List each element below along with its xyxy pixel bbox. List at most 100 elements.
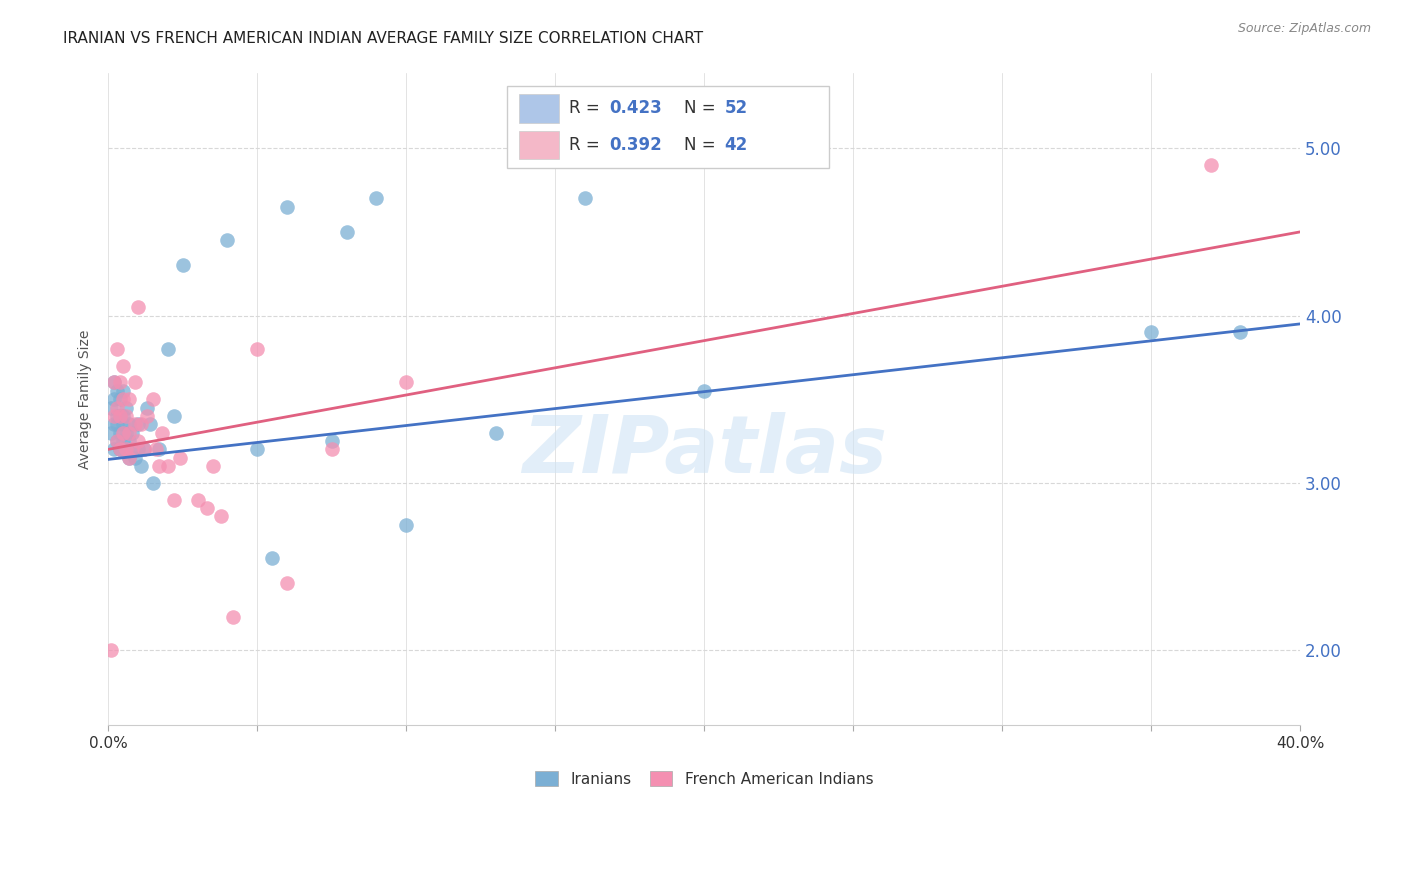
Point (172, 258, 194, 272)
Point (115, 401, 138, 415)
Text: 52: 52 (724, 99, 748, 117)
Point (105, 384, 128, 398)
Point (115, 442, 138, 457)
Point (276, 200, 298, 214)
Point (115, 442, 138, 457)
Point (246, 442, 269, 457)
Point (127, 300, 149, 314)
Point (121, 442, 143, 457)
Point (169, 450, 191, 465)
Point (217, 233, 239, 247)
Point (108, 442, 131, 457)
Point (139, 417, 162, 432)
Point (118, 417, 141, 432)
Point (321, 442, 343, 457)
Point (112, 392, 135, 407)
Text: 42: 42 (724, 136, 748, 153)
Point (124, 450, 146, 465)
Point (103, 392, 125, 407)
Point (118, 392, 141, 407)
Point (201, 459, 224, 474)
Point (150, 425, 173, 440)
Point (108, 409, 131, 423)
Point (121, 425, 143, 440)
Point (105, 434, 128, 448)
Bar (519, 95, 558, 123)
Point (693, 384, 716, 398)
Point (103, 417, 125, 432)
FancyBboxPatch shape (508, 86, 830, 168)
Point (246, 342, 269, 356)
Legend: Iranians, French American Indians: Iranians, French American Indians (529, 764, 879, 793)
Point (276, 576, 298, 591)
Point (112, 384, 135, 398)
Point (115, 409, 138, 423)
Point (105, 409, 128, 423)
Point (118, 425, 141, 440)
Point (148, 459, 170, 474)
Point (112, 359, 135, 373)
Point (262, 551, 284, 566)
Point (105, 434, 128, 448)
Point (211, 509, 233, 524)
Point (103, 376, 125, 390)
Point (105, 342, 128, 356)
Point (124, 376, 146, 390)
Text: ZIPatlas: ZIPatlas (522, 412, 887, 491)
Point (112, 417, 135, 432)
Point (142, 392, 165, 407)
Point (115, 425, 138, 440)
Text: Source: ZipAtlas.com: Source: ZipAtlas.com (1237, 22, 1371, 36)
Point (336, 225, 359, 239)
Bar (519, 131, 558, 160)
Text: IRANIAN VS FRENCH AMERICAN INDIAN AVERAGE FAMILY SIZE CORRELATION CHART: IRANIAN VS FRENCH AMERICAN INDIAN AVERAG… (63, 31, 703, 46)
Text: N =: N = (683, 99, 721, 117)
Point (142, 475, 165, 490)
Point (156, 342, 179, 356)
Point (112, 425, 135, 440)
Point (163, 409, 186, 423)
Text: 0.423: 0.423 (609, 99, 662, 117)
Point (395, 376, 418, 390)
Point (187, 492, 209, 507)
Point (103, 376, 125, 390)
Point (129, 417, 152, 432)
Point (156, 459, 179, 474)
Point (105, 417, 128, 432)
Point (1229, 325, 1251, 339)
Point (148, 442, 170, 457)
Point (108, 442, 131, 457)
Point (108, 409, 131, 423)
Point (108, 425, 131, 440)
Point (118, 450, 141, 465)
Point (103, 409, 125, 423)
Y-axis label: Average Family Size: Average Family Size (79, 329, 93, 469)
Point (124, 417, 146, 432)
Point (132, 442, 155, 457)
Point (112, 409, 135, 423)
Text: R =: R = (569, 136, 606, 153)
Point (127, 417, 149, 432)
Point (100, 425, 122, 440)
Point (136, 409, 159, 423)
Point (108, 392, 131, 407)
Point (395, 517, 418, 532)
Point (1199, 158, 1222, 172)
Point (129, 459, 152, 474)
Point (195, 500, 218, 515)
Point (574, 191, 596, 205)
Point (127, 442, 149, 457)
Point (121, 442, 143, 457)
Point (118, 450, 141, 465)
Point (484, 425, 506, 440)
Point (105, 401, 128, 415)
Point (112, 434, 135, 448)
Text: R =: R = (569, 99, 606, 117)
Point (222, 609, 245, 624)
Point (321, 434, 343, 448)
Point (100, 643, 122, 657)
Point (145, 442, 167, 457)
Text: 0.392: 0.392 (609, 136, 662, 153)
Point (108, 442, 131, 457)
Point (127, 434, 149, 448)
